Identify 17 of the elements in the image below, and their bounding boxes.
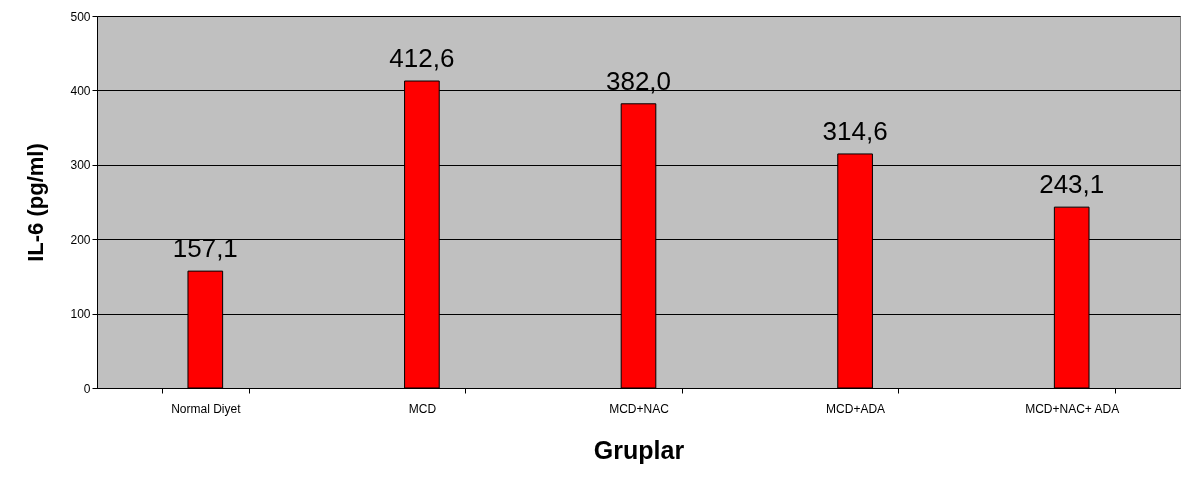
x-tick-label: MCD+ADA — [826, 401, 886, 416]
x-tick-label: Normal Diyet — [171, 401, 242, 416]
x-axis-title: Gruplar — [593, 435, 685, 464]
y-tick-label: 200 — [70, 232, 91, 247]
y-tick-label: 400 — [70, 83, 91, 98]
data-label: 314,6 — [822, 115, 888, 146]
data-label: 243,1 — [1039, 169, 1105, 200]
y-axis-title: IL-6 (pg/ml) — [23, 143, 49, 262]
y-tick-label: 100 — [70, 307, 91, 322]
y-tick-label: 300 — [70, 158, 91, 173]
data-label: 412,6 — [389, 43, 455, 74]
data-label: 382,0 — [605, 65, 672, 96]
x-tick-label: MCD+NAC+ ADA — [1025, 401, 1120, 416]
y-tick-label: 0 — [83, 381, 91, 396]
x-tick-label: MCD+NAC — [609, 401, 670, 416]
x-tick-label: MCD — [408, 401, 437, 416]
y-tick-label: 500 — [70, 9, 91, 24]
